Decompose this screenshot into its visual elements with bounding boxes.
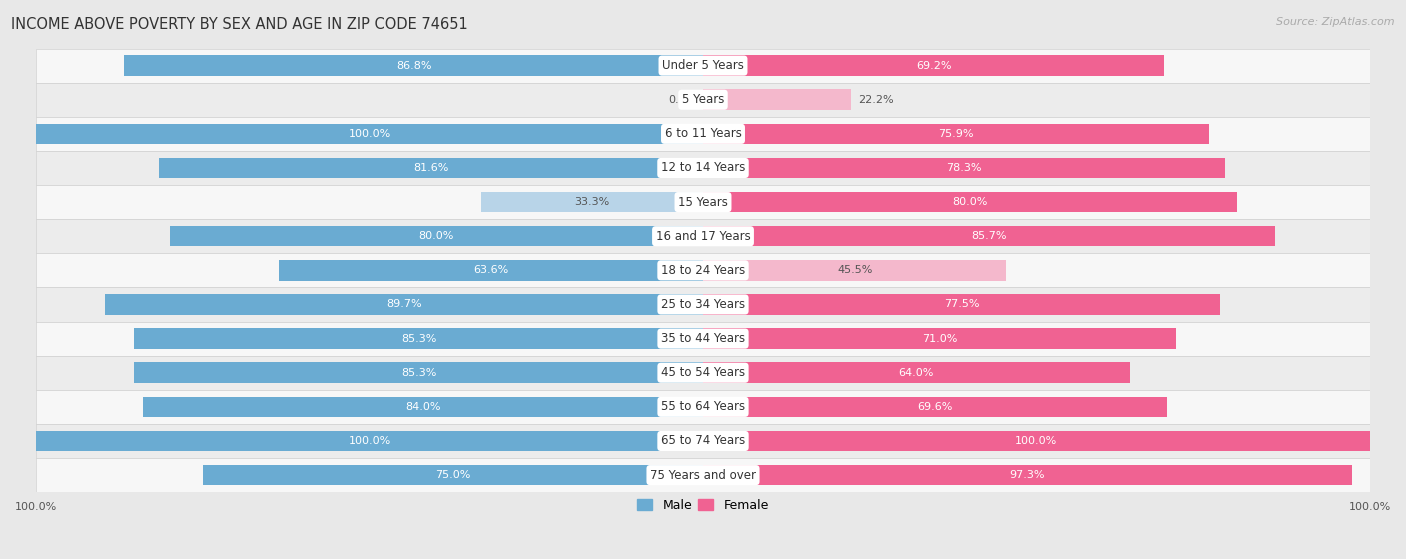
Bar (703, 89, 851, 110)
Text: 64.0%: 64.0% (898, 368, 934, 378)
Text: 6 to 11 Years: 6 to 11 Years (665, 127, 741, 140)
Text: 5 Years: 5 Years (682, 93, 724, 106)
Text: 65 to 74 Years: 65 to 74 Years (661, 434, 745, 448)
Text: 86.8%: 86.8% (396, 60, 432, 70)
Text: 100.0%: 100.0% (15, 503, 58, 513)
Bar (124, 55, 703, 76)
Text: 63.6%: 63.6% (474, 266, 509, 276)
Bar (37, 83, 1369, 117)
Bar (37, 287, 1369, 321)
Text: Under 5 Years: Under 5 Years (662, 59, 744, 72)
Text: 100.0%: 100.0% (349, 436, 391, 446)
Text: 69.6%: 69.6% (917, 402, 953, 412)
Text: 16 and 17 Years: 16 and 17 Years (655, 230, 751, 243)
Text: 71.0%: 71.0% (922, 334, 957, 344)
Bar (481, 192, 703, 212)
Text: 85.3%: 85.3% (401, 368, 436, 378)
Bar (703, 328, 1177, 349)
Bar (703, 226, 1274, 247)
Text: 80.0%: 80.0% (952, 197, 987, 207)
Text: Source: ZipAtlas.com: Source: ZipAtlas.com (1277, 17, 1395, 27)
Text: 100.0%: 100.0% (1015, 436, 1057, 446)
Text: 84.0%: 84.0% (405, 402, 440, 412)
Bar (703, 431, 1369, 451)
Text: 69.2%: 69.2% (915, 60, 952, 70)
Bar (37, 49, 1369, 83)
Bar (703, 397, 1167, 417)
Legend: Male, Female: Male, Female (633, 494, 773, 517)
Text: 45 to 54 Years: 45 to 54 Years (661, 366, 745, 379)
Text: 85.3%: 85.3% (401, 334, 436, 344)
Bar (703, 260, 1007, 281)
Text: 35 to 44 Years: 35 to 44 Years (661, 332, 745, 345)
Text: 80.0%: 80.0% (419, 231, 454, 241)
Bar (105, 294, 703, 315)
Bar (37, 390, 1369, 424)
Text: 78.3%: 78.3% (946, 163, 981, 173)
Bar (703, 362, 1130, 383)
Text: 45.5%: 45.5% (837, 266, 872, 276)
Bar (37, 219, 1369, 253)
Bar (202, 465, 703, 485)
Bar (703, 465, 1353, 485)
Text: INCOME ABOVE POVERTY BY SEX AND AGE IN ZIP CODE 74651: INCOME ABOVE POVERTY BY SEX AND AGE IN Z… (11, 17, 468, 32)
Text: 100.0%: 100.0% (1348, 503, 1391, 513)
Text: 75.9%: 75.9% (938, 129, 974, 139)
Text: 77.5%: 77.5% (943, 300, 979, 310)
Text: 0.0%: 0.0% (668, 94, 696, 105)
Text: 75 Years and over: 75 Years and over (650, 468, 756, 482)
Bar (278, 260, 703, 281)
Bar (134, 328, 703, 349)
Bar (37, 321, 1369, 356)
Bar (170, 226, 703, 247)
Text: 85.7%: 85.7% (972, 231, 1007, 241)
Bar (703, 55, 1164, 76)
Text: 22.2%: 22.2% (858, 94, 893, 105)
Bar (37, 431, 703, 451)
Bar (703, 124, 1209, 144)
Text: 15 Years: 15 Years (678, 196, 728, 209)
Bar (37, 253, 1369, 287)
Text: 97.3%: 97.3% (1010, 470, 1045, 480)
Text: 75.0%: 75.0% (436, 470, 471, 480)
Text: 89.7%: 89.7% (387, 300, 422, 310)
Text: 81.6%: 81.6% (413, 163, 449, 173)
Bar (37, 151, 1369, 185)
Text: 12 to 14 Years: 12 to 14 Years (661, 162, 745, 174)
Bar (37, 124, 703, 144)
Bar (703, 158, 1225, 178)
Bar (159, 158, 703, 178)
Bar (143, 397, 703, 417)
Text: 25 to 34 Years: 25 to 34 Years (661, 298, 745, 311)
Text: 55 to 64 Years: 55 to 64 Years (661, 400, 745, 413)
Bar (37, 185, 1369, 219)
Text: 33.3%: 33.3% (574, 197, 610, 207)
Bar (37, 356, 1369, 390)
Bar (37, 458, 1369, 492)
Bar (134, 362, 703, 383)
Bar (37, 424, 1369, 458)
Bar (37, 117, 1369, 151)
Text: 18 to 24 Years: 18 to 24 Years (661, 264, 745, 277)
Bar (703, 192, 1236, 212)
Text: 100.0%: 100.0% (349, 129, 391, 139)
Bar (703, 294, 1220, 315)
